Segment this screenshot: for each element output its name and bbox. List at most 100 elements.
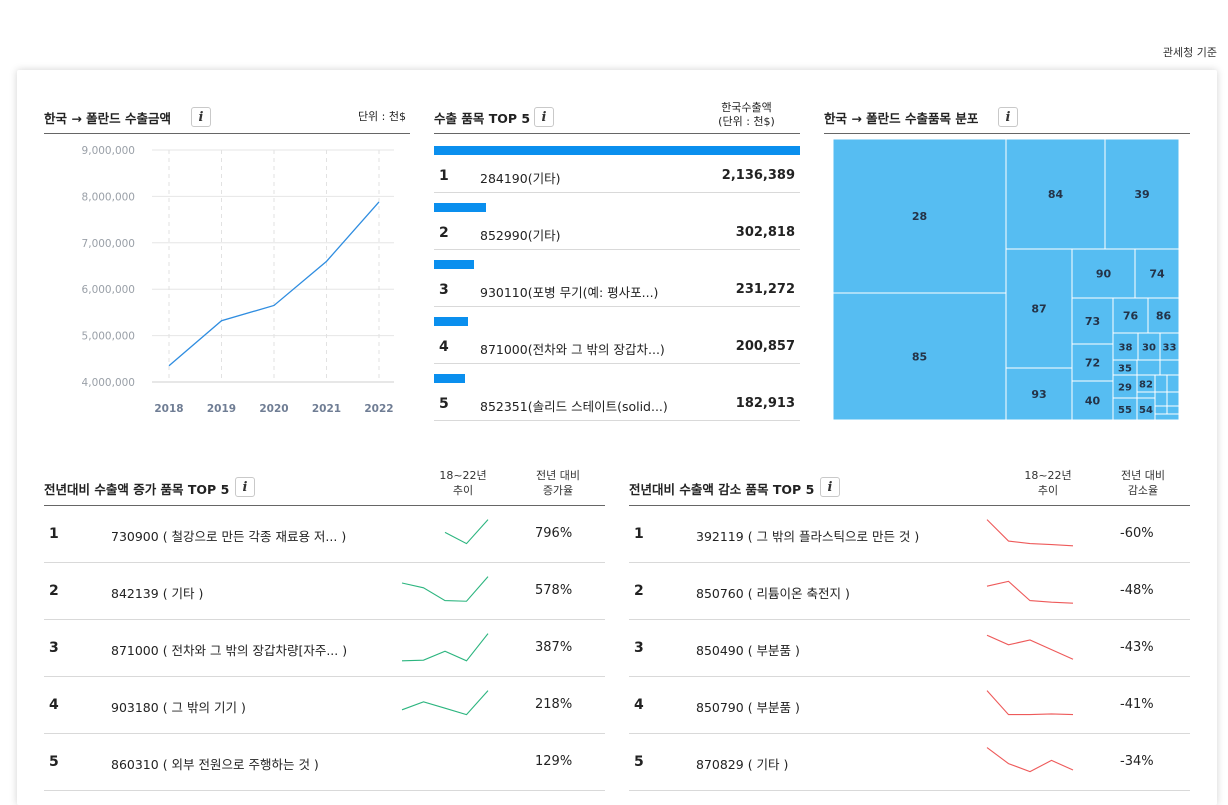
treemap-small-cell[interactable] xyxy=(1159,359,1180,376)
treemap-cell-rect xyxy=(1071,380,1114,420)
treemap-cell[interactable]: 38 xyxy=(1112,332,1139,361)
treemap-cell[interactable]: 84 xyxy=(1005,139,1106,250)
top5-rank: 1 xyxy=(439,168,449,184)
increase-trend-header: 18~22년 추이 xyxy=(427,468,499,498)
top5-row[interactable]: 4 871000(전차와 그 밖의 장갑차...) 200,857 xyxy=(434,311,800,368)
top5-item-value: 231,272 xyxy=(735,282,795,297)
increase-panel-rule xyxy=(44,505,605,506)
y-tick-label: 7,000,000 xyxy=(82,238,135,250)
line-grid xyxy=(152,149,394,383)
treemap-cell[interactable]: 29 xyxy=(1112,374,1138,399)
table-row[interactable]: 4 850790 ( 부분품 ) -41% xyxy=(629,677,1190,734)
table-row[interactable]: 3 850490 ( 부분품 ) -43% xyxy=(629,620,1190,677)
top5-row[interactable]: 1 284190(기타) 2,136,389 xyxy=(434,140,800,197)
treemap-cell[interactable]: 82 xyxy=(1136,374,1156,393)
top5-info-button[interactable]: i xyxy=(534,107,554,127)
table-row[interactable]: 5 870829 ( 기타 ) -34% xyxy=(629,734,1190,791)
treemap-cell[interactable]: 54 xyxy=(1136,397,1156,420)
row-rank: 1 xyxy=(634,526,644,542)
treemap-cell[interactable]: 90 xyxy=(1071,248,1136,299)
row-sparkline xyxy=(401,576,489,602)
line-data-point[interactable] xyxy=(272,303,276,307)
decrease-info-button[interactable]: i xyxy=(820,477,840,497)
line-data-point[interactable] xyxy=(325,259,329,263)
treemap-cell[interactable]: 55 xyxy=(1112,397,1138,420)
table-row[interactable]: 1 392119 ( 그 밖의 플라스틱으로 만든 것 ) -60% xyxy=(629,506,1190,563)
table-row[interactable]: 1 730900 ( 철강으로 만든 각종 재료용 저... ) 796% xyxy=(44,506,605,563)
y-tick-label: 8,000,000 xyxy=(82,191,135,203)
top5-rank: 4 xyxy=(439,339,449,355)
treemap-cell-label: 33 xyxy=(1163,343,1177,354)
treemap-small-cell[interactable] xyxy=(1166,391,1180,407)
table-row[interactable]: 3 871000 ( 전차와 그 밖의 장갑차량[자주... ) 387% xyxy=(44,620,605,677)
treemap-cell-label: 40 xyxy=(1085,395,1101,408)
table-row[interactable]: 5 860310 ( 외부 전원으로 주행하는 것 ) 129% xyxy=(44,734,605,791)
increase-info-button[interactable]: i xyxy=(235,477,255,497)
info-icon: i xyxy=(541,110,547,125)
top5-rank: 3 xyxy=(439,282,449,298)
row-rate: 387% xyxy=(535,640,573,655)
decrease-rate-head-2: 감소율 xyxy=(1127,484,1159,497)
row-sparkline xyxy=(986,747,1074,773)
treemap-cell[interactable]: 74 xyxy=(1134,248,1180,299)
treemap-small-cell[interactable] xyxy=(1166,374,1180,393)
treemap-cell-rect xyxy=(1104,139,1180,250)
treemap-cell-label: 84 xyxy=(1048,188,1064,201)
treemap-cell[interactable]: 76 xyxy=(1112,297,1149,334)
treemap-cell[interactable]: 85 xyxy=(833,292,1007,420)
treemap-small-cell[interactable] xyxy=(1154,374,1168,393)
treemap-cell[interactable]: 87 xyxy=(1005,248,1073,369)
row-divider xyxy=(44,790,605,791)
treemap-cell[interactable]: 73 xyxy=(1071,297,1114,345)
treemap-cell-label: 54 xyxy=(1139,405,1153,416)
sparkline-path xyxy=(986,747,1074,773)
treemap-small-cell[interactable] xyxy=(1136,391,1156,399)
treemap-cell-label: 74 xyxy=(1149,268,1165,281)
treemap-cell[interactable]: 35 xyxy=(1112,359,1138,376)
treemap-small-cell[interactable] xyxy=(1154,391,1168,407)
treemap-cell-rect xyxy=(1005,248,1073,369)
row-rate: 218% xyxy=(535,697,573,712)
increase-trend-head-1: 18~22년 xyxy=(439,469,487,482)
x-tick-label: 2022 xyxy=(364,403,393,415)
treemap-info-button[interactable]: i xyxy=(998,107,1018,127)
treemap-cell-label: 82 xyxy=(1139,380,1153,391)
treemap-small-cell[interactable] xyxy=(1154,413,1180,420)
top5-panel-title: 수출 품목 TOP 5 xyxy=(434,111,531,126)
treemap-cell[interactable]: 72 xyxy=(1071,343,1114,382)
treemap-cell-rect xyxy=(833,139,1007,294)
treemap-cell-rect xyxy=(1134,248,1180,299)
top5-row[interactable]: 3 930110(포병 무기(예: 평사포...) 231,272 xyxy=(434,254,800,311)
top5-unit-line2: (단위 : 천$) xyxy=(718,115,775,128)
table-row[interactable]: 2 850760 ( 리튬이온 축전지 ) -48% xyxy=(629,563,1190,620)
row-rate: -48% xyxy=(1120,583,1154,598)
treemap-cell-rect xyxy=(1071,343,1114,382)
treemap-cell[interactable]: 86 xyxy=(1147,297,1180,334)
line-data-point[interactable] xyxy=(167,364,171,368)
table-row[interactable]: 4 903180 ( 그 밖의 기기 ) 218% xyxy=(44,677,605,734)
top5-row[interactable]: 2 852990(기타) 302,818 xyxy=(434,197,800,254)
row-rank: 4 xyxy=(49,697,59,713)
treemap-cell[interactable]: 39 xyxy=(1104,139,1180,250)
table-row[interactable]: 2 842139 ( 기타 ) 578% xyxy=(44,563,605,620)
treemap-cell[interactable]: 28 xyxy=(833,139,1007,294)
treemap-small-cell[interactable] xyxy=(1166,405,1180,415)
info-icon: i xyxy=(242,480,248,495)
top5-bar xyxy=(434,317,469,326)
row-divider xyxy=(44,676,605,677)
row-rate: 578% xyxy=(535,583,573,598)
treemap-cell[interactable]: 33 xyxy=(1159,332,1180,361)
treemap-small-cell[interactable] xyxy=(1136,359,1161,376)
line-data-point[interactable] xyxy=(220,319,224,323)
treemap-cell[interactable]: 93 xyxy=(1005,367,1073,420)
top5-row[interactable]: 5 852351(솔리드 스테이트(solid...) 182,913 xyxy=(434,368,800,425)
y-tick-label: 5,000,000 xyxy=(82,331,135,343)
treemap-cell[interactable]: 40 xyxy=(1071,380,1114,420)
decrease-panel-title: 전년대비 수출액 감소 품목 TOP 5 xyxy=(629,482,815,497)
treemap-small-cell[interactable] xyxy=(1154,405,1168,415)
top5-rank: 5 xyxy=(439,396,449,412)
treemap-cell-rect xyxy=(1071,248,1136,299)
treemap-cell[interactable]: 30 xyxy=(1137,332,1161,361)
line-info-button[interactable]: i xyxy=(191,107,211,127)
line-data-point[interactable] xyxy=(377,200,381,204)
